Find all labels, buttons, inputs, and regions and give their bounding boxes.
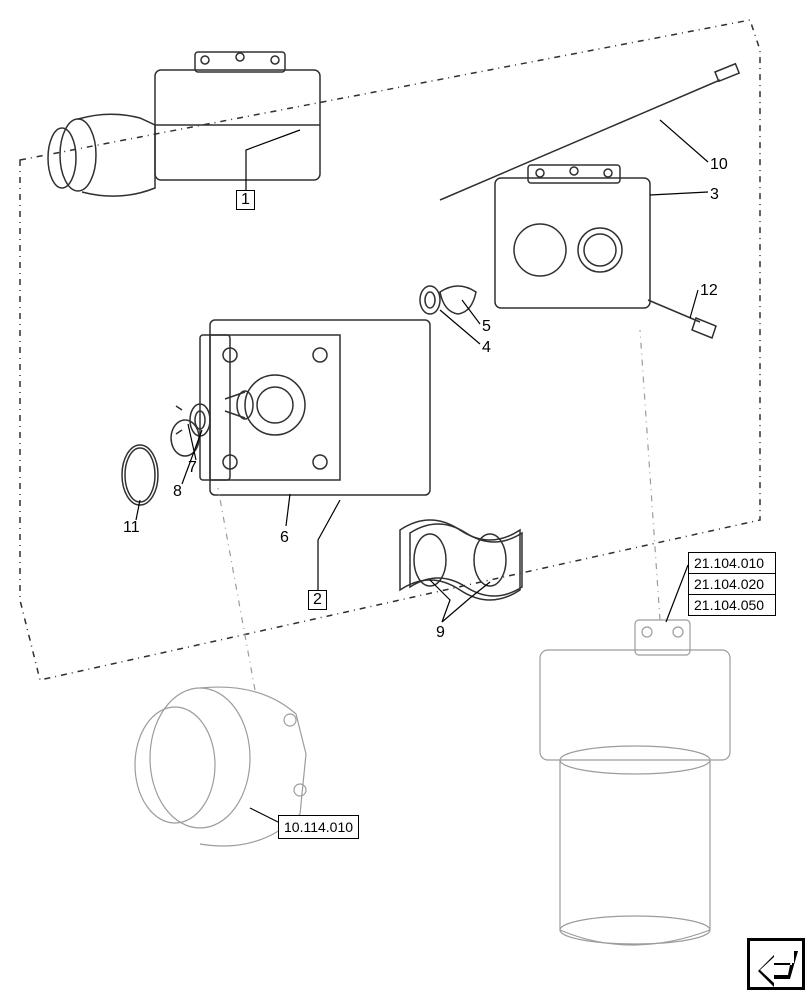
pump-section-3 bbox=[495, 165, 716, 338]
ref-link-21-104-050[interactable]: 21.104.050 bbox=[688, 595, 776, 616]
pump-assembly-1 bbox=[48, 52, 320, 196]
bolt-10 bbox=[440, 64, 739, 200]
callout-3: 3 bbox=[710, 187, 719, 203]
callout-6: 6 bbox=[280, 530, 289, 546]
seal-5 bbox=[440, 286, 476, 314]
callout-8: 8 bbox=[173, 484, 182, 500]
pump-section-6 bbox=[200, 320, 430, 495]
retainer-7 bbox=[171, 406, 199, 456]
return-icon[interactable] bbox=[747, 938, 805, 990]
ref-link-21-104-020[interactable]: 21.104.020 bbox=[688, 574, 776, 595]
callout-12: 12 bbox=[700, 283, 718, 299]
callout-11: 11 bbox=[123, 520, 140, 536]
callout-7: 7 bbox=[188, 460, 197, 476]
gasket-9 bbox=[400, 520, 522, 600]
callout-10: 10 bbox=[710, 157, 728, 173]
seal-8 bbox=[190, 404, 210, 436]
diagram-container: 1 10 3 12 5 4 7 8 11 6 2 9 10.114.010 21… bbox=[0, 0, 812, 1000]
callout-2: 2 bbox=[308, 590, 327, 610]
seal-4 bbox=[420, 286, 440, 314]
parts-artwork bbox=[0, 0, 812, 1000]
o-ring-11 bbox=[122, 445, 158, 505]
callout-9: 9 bbox=[436, 625, 445, 641]
ref-box-10-114-010[interactable]: 10.114.010 bbox=[278, 815, 359, 839]
ref-link-21-104-010[interactable]: 21.104.010 bbox=[688, 552, 776, 574]
callout-4: 4 bbox=[482, 340, 491, 356]
ref-panel-21-104: 21.104.010 21.104.020 21.104.050 bbox=[688, 552, 776, 616]
plug-12 bbox=[648, 300, 716, 338]
leader-lines bbox=[0, 0, 812, 1000]
callout-1: 1 bbox=[236, 190, 255, 210]
ref-filter-21-104 bbox=[540, 620, 730, 945]
callout-5: 5 bbox=[482, 319, 491, 335]
